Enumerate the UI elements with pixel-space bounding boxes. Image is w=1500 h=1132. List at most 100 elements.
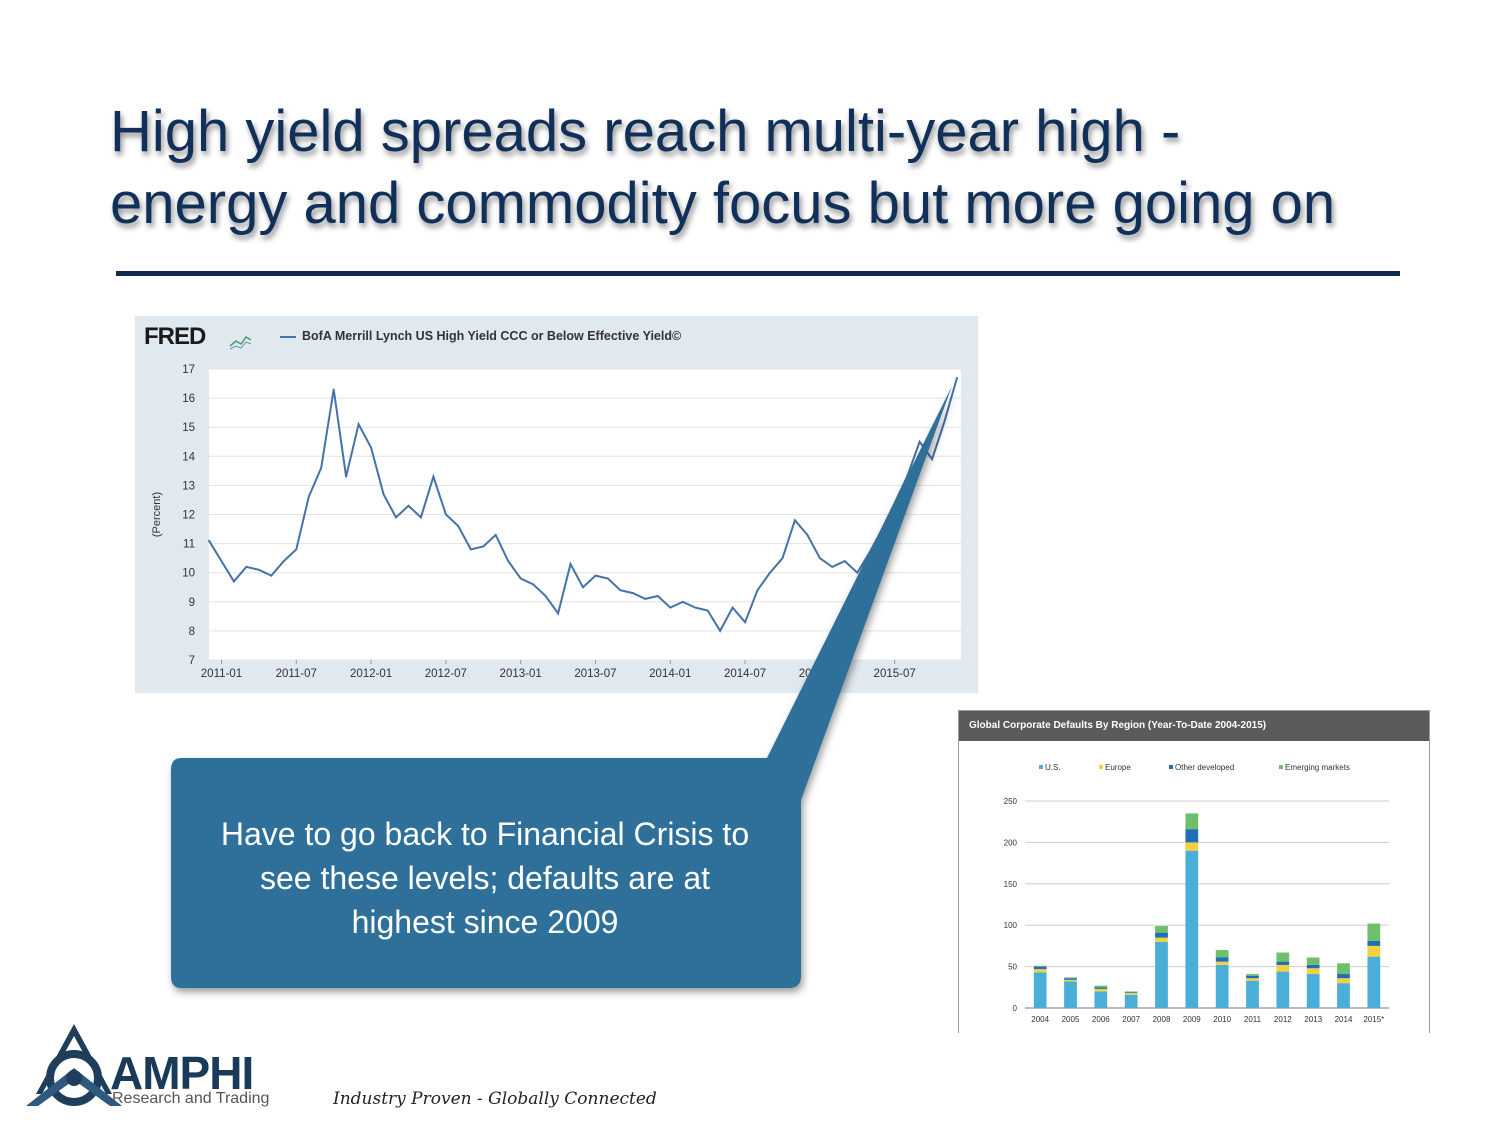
defaults-bar-chart: 0 50 100 150 200 250 2004 2005 2006 2007 2008 2009 2…	[1004, 763, 1389, 1024]
slide-title-line-2: energy and commodity focus but more goin…	[110, 171, 1336, 236]
slide-title: High yield spreads reach multi-year high…	[110, 96, 1430, 240]
data-point	[719, 630, 722, 632]
fred-chart: FRED 7 8 9 10 11 12 13 14 15 16 17 2011-01 2011-07 20…	[135, 316, 978, 693]
y-tick-label: 15	[182, 422, 195, 434]
data-point	[320, 467, 323, 469]
data-point	[295, 548, 298, 551]
x-tick-label: 2009	[1183, 1015, 1201, 1024]
data-point	[532, 583, 535, 586]
data-point	[208, 539, 210, 542]
x-tick-label: 2013-01	[500, 668, 542, 680]
bar-segment	[1215, 957, 1229, 962]
y-axis-label: (Percent)	[151, 492, 163, 537]
x-tick-label: 2013	[1304, 1015, 1322, 1024]
bar-segment	[1276, 952, 1290, 962]
callout-line-3: highest since 2009	[351, 904, 619, 940]
bar-segment	[1337, 974, 1350, 979]
bar-segment	[1094, 987, 1108, 989]
x-tick-label: 2011-01	[201, 668, 242, 680]
bar-segment	[1246, 975, 1259, 979]
bar-segment	[1246, 980, 1259, 1008]
y-tick-label: 0	[1013, 1004, 1018, 1013]
x-tick-label: 2011-07	[276, 668, 317, 680]
legend-label: Other developed	[1175, 763, 1234, 772]
bar-segment	[1185, 829, 1199, 843]
y-tick-label: 11	[183, 539, 195, 551]
x-tick-label: 2012-01	[350, 668, 392, 680]
legend-swatch	[280, 335, 296, 338]
data-point	[370, 446, 372, 449]
fred-logo: FRED	[144, 323, 206, 350]
y-tick-label: 7	[189, 655, 195, 667]
data-point	[569, 563, 572, 565]
data-point	[794, 519, 796, 522]
data-point	[644, 597, 647, 600]
bar-segment	[1155, 937, 1168, 942]
x-tick-label: 2007	[1122, 1015, 1140, 1024]
bar-segment	[1367, 940, 1381, 946]
data-point	[918, 440, 921, 443]
legend-label: Europe	[1105, 763, 1131, 772]
y-tick-label: 17	[182, 364, 195, 376]
data-point	[444, 513, 447, 516]
data-point	[582, 586, 584, 589]
x-tick-label: 2014-07	[724, 668, 766, 680]
logo-subtitle: Research and Trading	[112, 1090, 270, 1107]
data-point	[906, 475, 909, 478]
bar-segment	[1094, 988, 1108, 992]
bar-segment	[1246, 978, 1259, 981]
bar-segment	[1124, 992, 1138, 994]
x-tick-label: 2004	[1031, 1015, 1049, 1024]
data-point	[781, 557, 784, 560]
data-point	[382, 493, 385, 496]
x-tick-label: 2015-07	[874, 668, 916, 680]
data-point	[694, 606, 697, 609]
data-point	[469, 548, 472, 551]
amphi-logo-icon	[26, 1024, 122, 1106]
y-tick-label: 200	[1004, 838, 1018, 847]
data-point	[357, 423, 360, 426]
data-point	[482, 545, 485, 548]
data-point	[345, 475, 348, 478]
x-tick-label: 2005	[1062, 1015, 1080, 1024]
data-point	[557, 612, 559, 615]
data-point	[432, 475, 435, 478]
data-point	[806, 533, 809, 536]
x-tick-label: 2011	[1244, 1015, 1262, 1024]
data-point	[956, 376, 958, 379]
bar-segment	[1033, 965, 1047, 967]
bar-segment	[1064, 979, 1077, 982]
bar-segment	[1367, 956, 1381, 1008]
legend-swatch	[1099, 765, 1103, 769]
fred-legend-label: BofA Merrill Lynch US High Yield CCC or …	[302, 329, 682, 343]
bar-segment	[1306, 968, 1320, 975]
bar-segment	[1185, 850, 1199, 1008]
data-point	[594, 574, 597, 577]
data-point	[282, 560, 285, 562]
data-point	[818, 557, 821, 560]
title-divider	[116, 271, 1400, 276]
bar-segment	[1306, 974, 1320, 1008]
x-tick-label: 2010	[1213, 1015, 1231, 1024]
bar-segment	[1276, 971, 1290, 1008]
bar-segment	[1185, 813, 1199, 830]
bar-segment	[1155, 932, 1168, 938]
x-tick-label: 2012	[1274, 1015, 1292, 1024]
data-point	[407, 504, 410, 507]
bar-segment	[1276, 961, 1290, 965]
x-tick-label: 2006	[1092, 1015, 1110, 1024]
x-tick-label: 2015*	[1363, 1015, 1384, 1024]
data-point	[943, 420, 946, 423]
data-point	[631, 592, 634, 594]
bar-segment	[1124, 993, 1138, 995]
data-point	[420, 516, 422, 519]
bar-segment	[1124, 994, 1138, 1008]
tagline: Industry Proven - Globally Connected	[333, 1089, 657, 1109]
data-point	[769, 571, 771, 574]
y-tick-label: 100	[1004, 921, 1018, 930]
bar-segment	[1033, 972, 1047, 1008]
data-point	[868, 551, 871, 554]
legend-swatch	[1169, 765, 1173, 769]
bar-segment	[1337, 983, 1350, 1008]
data-point	[856, 571, 859, 574]
